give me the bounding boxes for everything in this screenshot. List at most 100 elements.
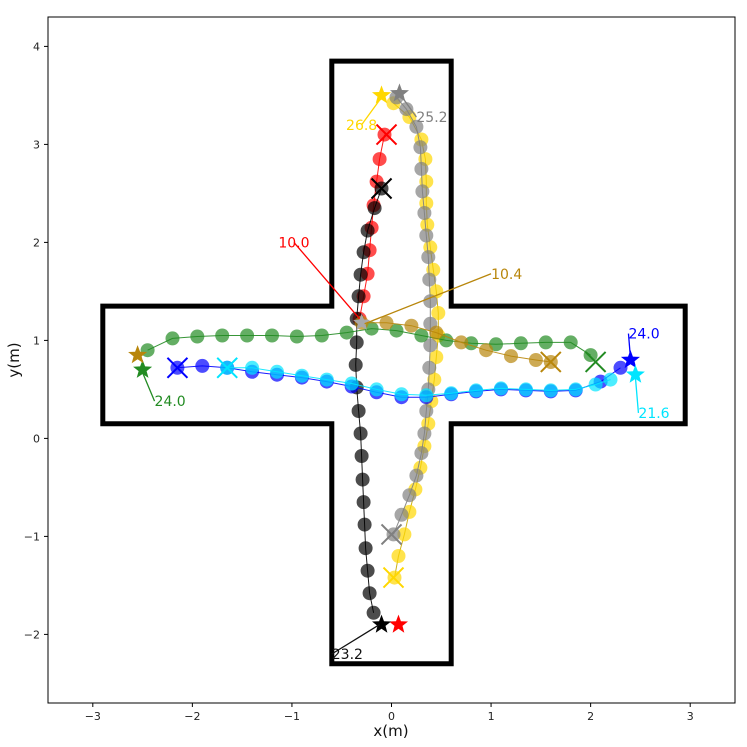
data-point	[360, 223, 375, 238]
series-line	[393, 97, 431, 535]
arena-boundary	[100, 58, 688, 667]
data-point	[538, 335, 553, 350]
data-point	[360, 563, 375, 578]
data-point	[422, 360, 437, 375]
goal-star-marker	[372, 85, 392, 104]
data-point	[504, 349, 518, 364]
data-point	[389, 323, 404, 338]
data-point	[367, 201, 382, 216]
annotation-label: 10.4	[491, 267, 522, 283]
data-point	[421, 250, 436, 265]
data-point	[289, 329, 304, 344]
x-tick-label: −2	[184, 710, 200, 723]
data-point	[543, 383, 558, 398]
annotation-arrow	[361, 96, 383, 126]
data-point	[366, 605, 381, 620]
data-point	[354, 449, 369, 463]
data-point	[479, 343, 494, 358]
arena-wall	[100, 58, 688, 667]
annotation-label: 23.2	[332, 647, 363, 663]
goal-star-marker	[372, 614, 392, 633]
data-point	[245, 360, 260, 375]
annotation-label: 10.0	[278, 235, 309, 251]
x-tick-label: 1	[488, 710, 495, 723]
data-point	[518, 382, 533, 397]
data-point	[439, 333, 454, 348]
data-point	[413, 140, 428, 155]
data-point	[314, 328, 329, 343]
data-point	[240, 328, 255, 343]
data-point	[409, 119, 424, 134]
goal-star-marker	[625, 364, 645, 383]
annotation-label: 24.0	[628, 327, 659, 343]
data-point	[294, 368, 309, 383]
data-point	[423, 294, 438, 309]
data-point	[386, 527, 401, 542]
data-point	[356, 495, 371, 510]
annotation-arrow	[364, 273, 492, 325]
data-point	[563, 335, 578, 350]
data-point	[319, 372, 334, 387]
y-tick-label: 1	[33, 334, 40, 347]
x-tick-label: −1	[284, 710, 300, 723]
x-tick-label: 2	[587, 710, 594, 723]
data-point	[355, 472, 370, 487]
data-point	[353, 426, 368, 441]
data-point	[454, 335, 469, 350]
data-point	[372, 152, 387, 167]
annotations: 10.0 10.4 26.8 25.2 24.0 24.0 21.6 23.2	[139, 93, 670, 663]
series-6	[220, 360, 618, 403]
x-axis-label: x(m)	[373, 722, 408, 740]
data-point	[391, 549, 406, 563]
annotation-arrow	[331, 624, 380, 655]
data-point	[353, 267, 368, 282]
annotation-arrow	[139, 367, 156, 402]
annotation-arrow	[398, 93, 417, 118]
goal-star-marker	[133, 359, 153, 378]
data-point	[419, 228, 434, 243]
data-point	[349, 335, 364, 350]
data-point	[613, 360, 628, 375]
data-point	[397, 527, 412, 542]
annotation-label: 21.6	[638, 406, 669, 422]
trajectory-markers	[128, 83, 645, 633]
data-point	[377, 127, 392, 142]
data-point	[419, 388, 434, 403]
data-point	[415, 184, 430, 199]
data-point	[394, 387, 409, 402]
data-point	[409, 468, 424, 483]
x-tick-label: 0	[388, 710, 395, 723]
series-4	[140, 321, 598, 363]
data-point	[417, 206, 432, 220]
data-point	[423, 338, 438, 353]
axis-ticks: −3 −2 −1 0 1 2 3 −2 −1 0 1 2 3 4	[24, 40, 694, 723]
data-point	[399, 102, 414, 117]
y-axis-label: y(m)	[5, 342, 23, 377]
end-cross-marker	[216, 357, 238, 379]
end-cross-marker	[584, 351, 607, 373]
y-tick-label: 0	[33, 432, 40, 445]
data-point	[414, 328, 429, 343]
x-tick-label: −3	[85, 710, 101, 723]
data-point	[431, 306, 446, 320]
data-point	[528, 353, 543, 367]
annotation-label: 24.0	[155, 394, 186, 410]
goal-star-marker	[128, 345, 148, 364]
goal-star-marker	[620, 350, 640, 369]
data-point	[270, 364, 284, 379]
data-point	[379, 315, 394, 330]
end-cross-marker	[382, 566, 405, 589]
annotation-arrow	[627, 333, 632, 359]
data-point	[195, 358, 210, 373]
data-point	[394, 507, 409, 522]
data-point	[420, 217, 435, 232]
data-point	[419, 404, 434, 418]
y-tick-label: 4	[33, 40, 40, 53]
annotation-label: 26.8	[346, 118, 377, 134]
goal-star-marker	[389, 614, 408, 633]
data-point	[402, 488, 417, 503]
data-point	[339, 325, 354, 340]
data-point	[190, 329, 205, 344]
center-star-marker	[353, 313, 371, 330]
